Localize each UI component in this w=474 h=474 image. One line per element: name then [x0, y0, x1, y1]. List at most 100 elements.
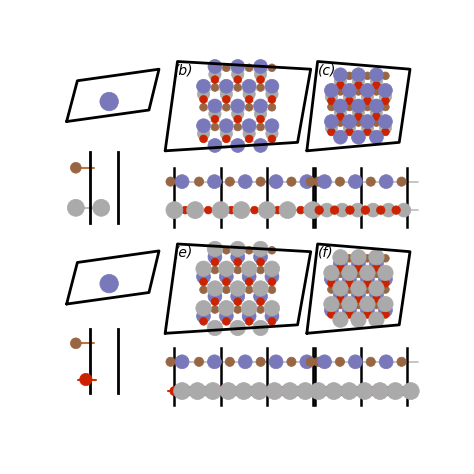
- Circle shape: [253, 320, 268, 336]
- Circle shape: [348, 175, 362, 189]
- Circle shape: [173, 383, 191, 400]
- Circle shape: [242, 309, 256, 323]
- Circle shape: [387, 383, 404, 400]
- Circle shape: [231, 386, 241, 396]
- Circle shape: [304, 203, 318, 217]
- Circle shape: [253, 241, 268, 256]
- Circle shape: [361, 122, 374, 134]
- Circle shape: [355, 88, 362, 95]
- Circle shape: [245, 318, 253, 325]
- Circle shape: [361, 83, 374, 97]
- Circle shape: [379, 272, 392, 286]
- Circle shape: [204, 206, 212, 214]
- Circle shape: [370, 130, 383, 144]
- Circle shape: [222, 246, 230, 254]
- Circle shape: [297, 206, 304, 214]
- Circle shape: [255, 68, 267, 81]
- Circle shape: [231, 99, 245, 113]
- Circle shape: [230, 281, 246, 296]
- Circle shape: [211, 258, 219, 266]
- Circle shape: [256, 177, 265, 186]
- Circle shape: [71, 163, 81, 173]
- Circle shape: [230, 320, 246, 336]
- Circle shape: [254, 138, 267, 153]
- Circle shape: [335, 177, 345, 186]
- Circle shape: [346, 128, 353, 136]
- Circle shape: [370, 106, 383, 118]
- Circle shape: [208, 60, 222, 73]
- Circle shape: [325, 122, 337, 134]
- Circle shape: [392, 206, 401, 214]
- Circle shape: [234, 123, 242, 131]
- Circle shape: [343, 83, 356, 97]
- Circle shape: [373, 112, 380, 120]
- Circle shape: [287, 177, 296, 186]
- Circle shape: [370, 68, 383, 82]
- Circle shape: [231, 290, 245, 303]
- Circle shape: [235, 383, 252, 400]
- Circle shape: [266, 88, 278, 100]
- Circle shape: [242, 119, 256, 133]
- Circle shape: [382, 72, 389, 80]
- Circle shape: [278, 386, 287, 396]
- Circle shape: [266, 128, 278, 140]
- Circle shape: [402, 383, 419, 400]
- Circle shape: [209, 68, 221, 81]
- Circle shape: [337, 295, 344, 303]
- Circle shape: [222, 318, 230, 325]
- Circle shape: [67, 200, 84, 216]
- Circle shape: [208, 138, 222, 153]
- Circle shape: [343, 303, 356, 317]
- Circle shape: [257, 123, 264, 131]
- Circle shape: [324, 265, 339, 281]
- Circle shape: [219, 270, 233, 283]
- Circle shape: [343, 272, 356, 286]
- Circle shape: [352, 75, 365, 87]
- Circle shape: [257, 266, 264, 274]
- Circle shape: [268, 318, 276, 325]
- Circle shape: [222, 135, 230, 143]
- Circle shape: [170, 386, 179, 396]
- Circle shape: [346, 279, 353, 287]
- Circle shape: [241, 261, 257, 276]
- Circle shape: [257, 76, 264, 83]
- Circle shape: [361, 303, 374, 317]
- Circle shape: [245, 278, 253, 286]
- Circle shape: [346, 72, 353, 80]
- Circle shape: [225, 357, 235, 366]
- Circle shape: [251, 206, 258, 214]
- Circle shape: [324, 296, 339, 312]
- Circle shape: [243, 128, 255, 140]
- Circle shape: [268, 246, 276, 254]
- Circle shape: [256, 357, 265, 366]
- Circle shape: [254, 290, 267, 303]
- Circle shape: [397, 203, 411, 217]
- Circle shape: [219, 79, 233, 93]
- Circle shape: [382, 310, 389, 319]
- Circle shape: [351, 312, 366, 328]
- Circle shape: [341, 383, 358, 400]
- Circle shape: [343, 91, 356, 103]
- Circle shape: [378, 296, 393, 312]
- Circle shape: [304, 201, 321, 219]
- Circle shape: [352, 288, 365, 301]
- Circle shape: [346, 97, 353, 105]
- Circle shape: [231, 60, 245, 73]
- Circle shape: [251, 383, 267, 400]
- Circle shape: [370, 99, 383, 113]
- Circle shape: [328, 286, 335, 293]
- Circle shape: [320, 203, 334, 217]
- Circle shape: [220, 88, 232, 100]
- Circle shape: [325, 83, 338, 97]
- Circle shape: [337, 82, 344, 89]
- Circle shape: [364, 97, 371, 105]
- Circle shape: [269, 175, 283, 189]
- Circle shape: [269, 355, 283, 369]
- Circle shape: [370, 288, 383, 301]
- Circle shape: [208, 250, 222, 264]
- Circle shape: [222, 96, 230, 103]
- Circle shape: [257, 306, 264, 313]
- Circle shape: [300, 355, 314, 369]
- Circle shape: [268, 135, 276, 143]
- Circle shape: [166, 177, 175, 186]
